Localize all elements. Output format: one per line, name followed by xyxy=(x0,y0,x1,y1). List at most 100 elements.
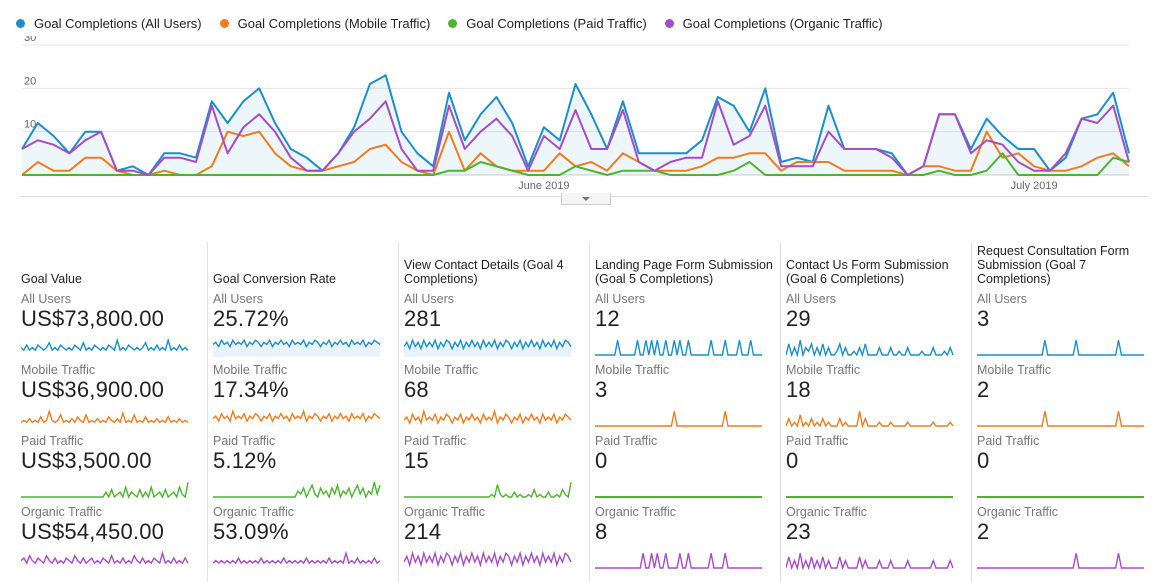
segment-value: US$36,900.00 xyxy=(21,377,165,402)
segment-label: All Users xyxy=(977,292,1028,306)
sparkline[interactable] xyxy=(404,335,572,357)
sparkline-line xyxy=(595,411,762,427)
sparkline[interactable] xyxy=(213,335,381,357)
metric-segment: Organic Traffic US$54,450.00 xyxy=(21,505,199,576)
collapse-chart-handle[interactable] xyxy=(561,193,611,205)
sparkline[interactable] xyxy=(404,548,572,570)
metric-segment: Paid Traffic 5.12% xyxy=(213,434,391,505)
metric-scorecard-grid: Goal Value All Users US$73,800.00 Mobile Tr… xyxy=(16,242,1156,582)
segment-label: All Users xyxy=(786,292,837,306)
sparkline[interactable] xyxy=(595,406,763,428)
segment-value: 281 xyxy=(404,306,442,331)
metric-segment: Organic Traffic 23 xyxy=(786,505,964,576)
metric-segment: Mobile Traffic 2 xyxy=(977,363,1155,434)
sparkline-line xyxy=(21,408,189,424)
segment-value: 2 xyxy=(977,519,990,544)
sparkline[interactable] xyxy=(21,335,189,357)
metric-title[interactable]: Request Consultation Form Submission (Go… xyxy=(977,244,1130,286)
segment-label: Mobile Traffic xyxy=(595,363,670,377)
sparkline[interactable] xyxy=(786,335,954,357)
sparkline[interactable] xyxy=(213,548,381,570)
segment-label: Mobile Traffic xyxy=(404,363,479,377)
sparkline[interactable] xyxy=(404,406,572,428)
metric-title[interactable]: Goal Conversion Rate xyxy=(213,272,336,286)
metric-column: Landing Page Form Submission (Goal 5 Com… xyxy=(589,242,779,582)
legend-item-organic-traffic[interactable]: Goal Completions (Organic Traffic) xyxy=(664,12,883,34)
metric-title[interactable]: View Contact Details (Goal 4 Completions… xyxy=(404,258,564,286)
x-tick-label: June 2019 xyxy=(518,180,569,192)
segment-value: 5.12% xyxy=(213,448,277,473)
sparkline[interactable] xyxy=(595,335,763,357)
segment-value: 3 xyxy=(977,306,990,331)
sparkline[interactable] xyxy=(977,548,1145,570)
y-tick-label: 30 xyxy=(24,36,36,44)
sparkline-line xyxy=(404,550,572,568)
metric-segment: Mobile Traffic 68 xyxy=(404,363,582,434)
sparkline[interactable] xyxy=(21,548,189,570)
segment-value: 12 xyxy=(595,306,620,331)
metric-segment: All Users 281 xyxy=(404,292,582,363)
segment-value: 0 xyxy=(786,448,799,473)
segment-label: Organic Traffic xyxy=(404,505,486,519)
series-line-2[interactable] xyxy=(22,152,1130,176)
segment-label: All Users xyxy=(213,292,264,306)
metric-segment: Organic Traffic 214 xyxy=(404,505,582,576)
sparkline[interactable] xyxy=(786,548,954,570)
segment-value: 2 xyxy=(977,377,990,402)
sparkline-line xyxy=(213,338,381,349)
segment-label: All Users xyxy=(595,292,646,306)
segment-value: 29 xyxy=(786,306,811,331)
series-line-3[interactable] xyxy=(21,100,1130,176)
segment-value: 214 xyxy=(404,519,442,544)
segment-label: Organic Traffic xyxy=(977,505,1059,519)
sparkline-line xyxy=(21,482,189,499)
sparkline[interactable] xyxy=(595,477,763,499)
segment-value: 18 xyxy=(786,377,811,402)
metric-title[interactable]: Goal Value xyxy=(21,272,82,286)
sparkline-area xyxy=(404,340,571,357)
sparkline[interactable] xyxy=(213,477,381,499)
segment-label: Paid Traffic xyxy=(404,434,467,448)
segment-label: Organic Traffic xyxy=(786,505,868,519)
series-area-0 xyxy=(22,75,1129,175)
segment-value: 17.34% xyxy=(213,377,289,402)
sparkline-line xyxy=(404,408,572,426)
segment-value: 3 xyxy=(595,377,608,402)
metric-segment: Mobile Traffic 17.34% xyxy=(213,363,391,434)
sparkline[interactable] xyxy=(977,477,1145,499)
legend-item-all-users[interactable]: Goal Completions (All Users) xyxy=(16,12,202,34)
sparkline[interactable] xyxy=(404,477,572,499)
legend-item-paid-traffic[interactable]: Goal Completions (Paid Traffic) xyxy=(448,12,647,34)
chart-legend: Goal Completions (All Users) Goal Comple… xyxy=(16,12,901,34)
segment-label: All Users xyxy=(21,292,72,306)
sparkline-line xyxy=(213,408,381,423)
sparkline-line xyxy=(786,411,954,428)
segment-value: US$54,450.00 xyxy=(21,519,165,544)
segment-value: US$73,800.00 xyxy=(21,306,165,331)
metric-segment: Paid Traffic 15 xyxy=(404,434,582,505)
sparkline-line xyxy=(21,550,189,565)
legend-item-mobile-traffic[interactable]: Goal Completions (Mobile Traffic) xyxy=(219,12,430,34)
sparkline[interactable] xyxy=(977,335,1145,357)
sparkline[interactable] xyxy=(786,406,954,428)
legend-dot-icon xyxy=(448,18,458,28)
sparkline[interactable] xyxy=(21,477,189,499)
goal-completions-line-chart[interactable]: 10 20 30 June 2019 July 2019 xyxy=(0,36,1171,196)
segment-label: Paid Traffic xyxy=(595,434,658,448)
sparkline[interactable] xyxy=(21,406,189,428)
sparkline[interactable] xyxy=(213,406,381,428)
segment-value: 0 xyxy=(595,448,608,473)
metric-title[interactable]: Contact Us Form Submission (Goal 6 Compl… xyxy=(786,258,949,286)
metric-segment: Organic Traffic 53.09% xyxy=(213,505,391,576)
segment-label: Mobile Traffic xyxy=(786,363,861,377)
sparkline[interactable] xyxy=(977,406,1145,428)
segment-value: 53.09% xyxy=(213,519,289,544)
metric-title[interactable]: Landing Page Form Submission (Goal 5 Com… xyxy=(595,258,773,286)
sparkline[interactable] xyxy=(595,548,763,570)
metric-segment: All Users US$73,800.00 xyxy=(21,292,199,363)
segment-value: 8 xyxy=(595,519,608,544)
sparkline[interactable] xyxy=(786,477,954,499)
segment-label: Paid Traffic xyxy=(786,434,849,448)
legend-dot-icon xyxy=(664,18,674,28)
sparkline-line xyxy=(977,411,1144,427)
